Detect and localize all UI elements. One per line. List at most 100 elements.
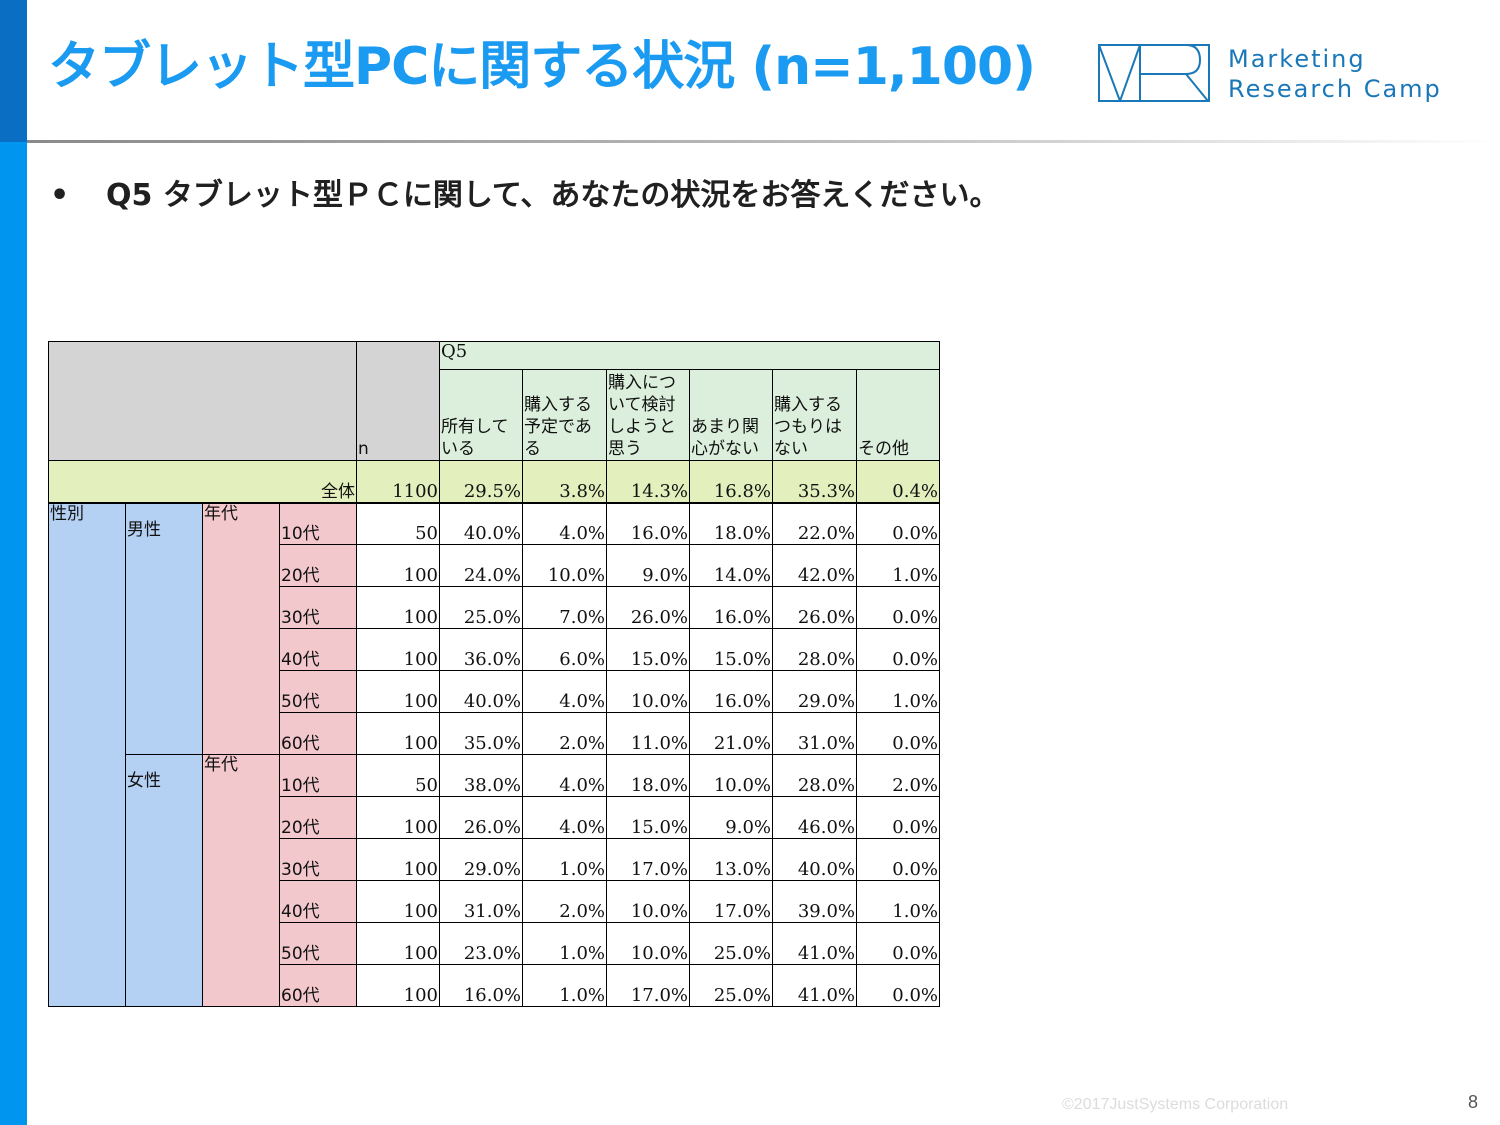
total-cell: 14.3% [606, 460, 690, 503]
value-cell: 26.0% [606, 586, 690, 629]
n-cell: 100 [356, 670, 440, 713]
table-row: 40代 100 36.0% 6.0% 15.0% 15.0% 28.0% 0.0% [49, 628, 940, 671]
value-cell: 10.0% [606, 880, 690, 923]
logo-line-2: Research Camp [1228, 75, 1442, 103]
value-cell: 40.0% [439, 501, 523, 545]
total-label: 全体 [48, 460, 357, 503]
value-cell: 0.0% [856, 838, 940, 881]
logo-wordmark: Marketing Research Camp [1228, 44, 1442, 104]
table-row: 50代 100 23.0% 1.0% 10.0% 25.0% 41.0% 0.0% [49, 922, 940, 965]
value-cell: 28.0% [772, 628, 857, 671]
table-row: 30代 100 29.0% 1.0% 17.0% 13.0% 40.0% 0.0% [49, 838, 940, 881]
n-cell: 100 [356, 964, 440, 1007]
value-cell: 0.0% [856, 796, 940, 839]
value-cell: 17.0% [606, 838, 690, 881]
age-label: 50代 [279, 670, 357, 713]
value-cell: 10.0% [522, 544, 607, 587]
corner-cell [48, 341, 357, 461]
value-cell: 0.0% [856, 586, 940, 629]
value-cell: 2.0% [856, 754, 940, 797]
n-cell: 100 [356, 712, 440, 755]
total-cell: 29.5% [439, 460, 523, 503]
total-cell: 0.4% [856, 460, 940, 503]
age-label: 50代 [279, 922, 357, 965]
age-group-label: 年代 [202, 501, 280, 755]
table-row: 60代 100 16.0% 1.0% 17.0% 25.0% 41.0% 0.0% [49, 964, 940, 1007]
gender-label: 男性 [125, 501, 203, 755]
value-cell: 10.0% [606, 922, 690, 965]
value-cell: 11.0% [606, 712, 690, 755]
total-row: 全体 1100 29.5% 3.8% 14.3% 16.8% 35.3% 0.4… [48, 460, 940, 503]
age-label: 40代 [279, 880, 357, 923]
value-cell: 4.0% [522, 796, 607, 839]
value-cell: 16.0% [606, 501, 690, 545]
q5-group-header: Q5 [439, 341, 940, 370]
side-accent-bar-top [0, 0, 27, 142]
table-row: 性別 男性 年代 10代 50 40.0% 4.0% 16.0% 18.0% 22.0% 0.0% [48, 501, 940, 1007]
value-cell: 9.0% [606, 544, 690, 587]
table-body: n Q5 所有している 購入する予定である 購入について検討しようと思う あまり… [48, 341, 940, 1007]
page-number: 8 [1468, 1092, 1479, 1112]
side-accent-bar [0, 142, 27, 1125]
value-cell: 31.0% [439, 880, 523, 923]
value-cell: 0.0% [856, 628, 940, 671]
total-cell: 3.8% [522, 460, 607, 503]
value-cell: 41.0% [772, 922, 857, 965]
table-row: 女性 年代 10代 50 38.0% 4.0% 18.0% 10.0% 28.0% 2.0% [49, 754, 940, 1007]
value-cell: 29.0% [772, 670, 857, 713]
n-cell: 100 [356, 922, 440, 965]
n-cell: 100 [356, 880, 440, 923]
mrc-logo-icon [1098, 44, 1210, 102]
value-cell: 40.0% [439, 670, 523, 713]
value-cell: 1.0% [522, 922, 607, 965]
total-n: 1100 [356, 460, 440, 503]
page-title: タブレット型PCに関する状況 (n=1,100) [48, 37, 1036, 97]
value-cell: 10.0% [689, 754, 773, 797]
value-cell: 26.0% [772, 586, 857, 629]
value-cell: 25.0% [689, 964, 773, 1007]
value-cell: 24.0% [439, 544, 523, 587]
value-cell: 4.0% [522, 754, 607, 797]
logo-line-1: Marketing [1228, 45, 1366, 73]
age-label: 60代 [279, 712, 357, 755]
value-cell: 42.0% [772, 544, 857, 587]
value-cell: 23.0% [439, 922, 523, 965]
crosstab-table: n Q5 所有している 購入する予定である 購入について検討しようと思う あまり… [48, 341, 940, 1007]
age-label: 20代 [279, 544, 357, 587]
value-cell: 10.0% [606, 670, 690, 713]
n-cell: 100 [356, 838, 440, 881]
value-cell: 1.0% [856, 670, 940, 713]
value-cell: 14.0% [689, 544, 773, 587]
value-cell: 1.0% [522, 838, 607, 881]
title-divider [27, 140, 1500, 143]
age-label: 30代 [279, 838, 357, 881]
n-cell: 50 [356, 501, 440, 545]
value-cell: 16.0% [689, 670, 773, 713]
column-header: 購入するつもりはない [772, 369, 857, 461]
value-cell: 28.0% [772, 754, 857, 797]
value-cell: 31.0% [772, 712, 857, 755]
dimension-label: 性別 [48, 501, 126, 1007]
column-header: その他 [856, 369, 940, 461]
n-cell: 100 [356, 628, 440, 671]
value-cell: 40.0% [772, 838, 857, 881]
value-cell: 16.0% [439, 964, 523, 1007]
copyright: ©2017JustSystems Corporation [1062, 1096, 1289, 1113]
value-cell: 29.0% [439, 838, 523, 881]
table-row: 50代 100 40.0% 4.0% 10.0% 16.0% 29.0% 1.0% [49, 670, 940, 713]
value-cell: 41.0% [772, 964, 857, 1007]
n-cell: 50 [356, 754, 440, 797]
value-cell: 39.0% [772, 880, 857, 923]
value-cell: 9.0% [689, 796, 773, 839]
column-header: 購入する予定である [522, 369, 607, 461]
value-cell: 17.0% [606, 964, 690, 1007]
value-cell: 2.0% [522, 880, 607, 923]
header-row-1: n Q5 [48, 341, 940, 461]
value-cell: 22.0% [772, 501, 857, 545]
column-header: 所有している [439, 369, 523, 461]
column-header: 購入について検討しようと思う [606, 369, 690, 461]
value-cell: 18.0% [689, 501, 773, 545]
value-cell: 25.0% [689, 922, 773, 965]
value-cell: 6.0% [522, 628, 607, 671]
bullet: • [50, 178, 70, 213]
